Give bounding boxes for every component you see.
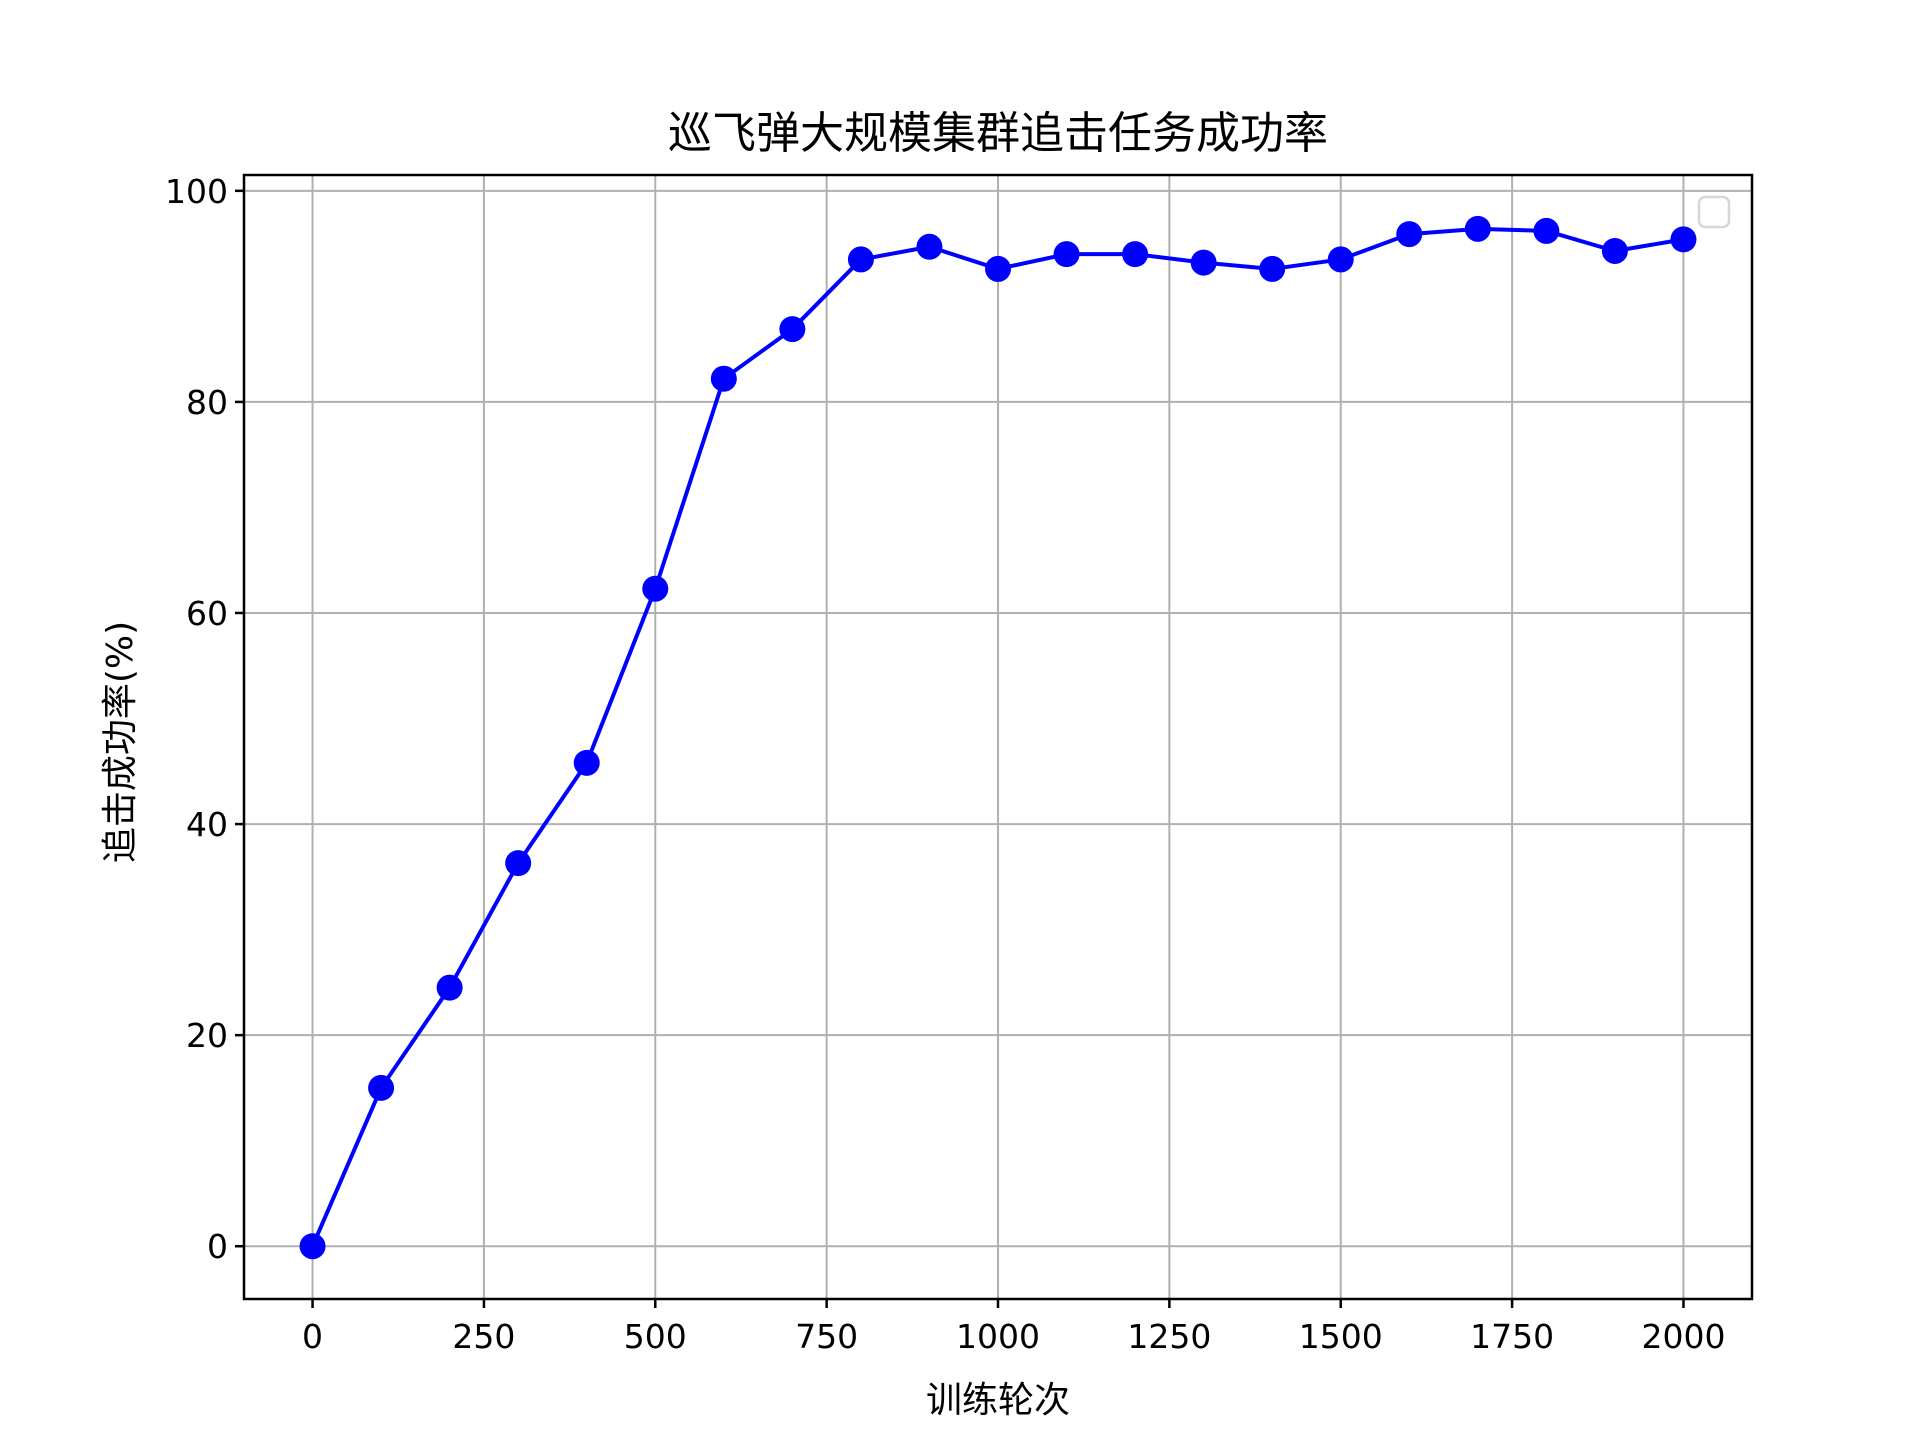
y-axis-label: 追击成功率(%) xyxy=(100,621,141,863)
series-layer xyxy=(299,215,1697,1260)
y-tick-label: 40 xyxy=(186,805,228,844)
data-point xyxy=(642,575,669,602)
y-tick-label: 0 xyxy=(207,1227,228,1266)
chart-title: 巡飞弹大规模集群追击任务成功率 xyxy=(668,108,1328,159)
y-tick-label: 100 xyxy=(165,172,228,211)
y-tick-label: 20 xyxy=(186,1016,228,1055)
data-point xyxy=(916,233,943,260)
data-point xyxy=(1122,241,1149,268)
data-point xyxy=(779,316,806,343)
data-point xyxy=(847,246,874,273)
data-point xyxy=(1327,246,1354,273)
data-point xyxy=(573,749,600,776)
axis-ticks: 0 250 500 750 1000 1250 1500 1750 2000 0 20 40 60 80 1… xyxy=(165,172,1725,1356)
legend-box xyxy=(1697,195,1731,229)
data-point xyxy=(1396,221,1423,248)
data-point xyxy=(1464,215,1491,242)
data-point xyxy=(985,255,1011,282)
data-point xyxy=(299,1233,326,1260)
x-tick-label: 1000 xyxy=(956,1317,1040,1356)
x-tick-label: 750 xyxy=(795,1317,858,1356)
data-point xyxy=(1053,241,1080,268)
data-point xyxy=(1190,249,1217,276)
x-tick-label: 500 xyxy=(624,1317,687,1356)
data-point xyxy=(1533,217,1560,244)
x-tick-label: 2000 xyxy=(1641,1317,1725,1356)
data-point xyxy=(368,1074,395,1101)
data-point xyxy=(710,365,737,392)
x-tick-label: 1500 xyxy=(1299,1317,1383,1356)
x-tick-label: 250 xyxy=(452,1317,515,1356)
y-tick-label: 80 xyxy=(186,383,228,422)
data-point xyxy=(505,850,532,877)
x-axis-label: 训练轮次 xyxy=(926,1380,1070,1421)
grid-lines xyxy=(244,175,1752,1299)
data-point xyxy=(1670,226,1697,253)
data-point xyxy=(1601,237,1628,264)
x-tick-label: 0 xyxy=(302,1317,323,1356)
x-tick-label: 1750 xyxy=(1470,1317,1554,1356)
data-point xyxy=(1259,255,1286,282)
data-point xyxy=(436,974,463,1001)
y-tick-label: 60 xyxy=(186,594,228,633)
x-tick-label: 1250 xyxy=(1127,1317,1211,1356)
